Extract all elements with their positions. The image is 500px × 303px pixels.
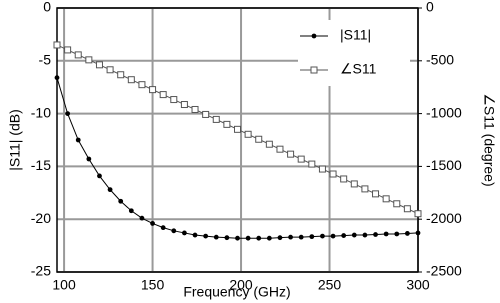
data-point xyxy=(244,130,252,138)
data-point xyxy=(224,235,230,241)
y-tick-label: -20 xyxy=(31,210,51,226)
x-tick-label: 150 xyxy=(141,277,165,293)
legend-box xyxy=(298,20,410,86)
data-point xyxy=(65,111,71,116)
data-point xyxy=(255,135,263,143)
data-point xyxy=(340,175,348,183)
data-point xyxy=(180,101,188,109)
y-tick-label: -15 xyxy=(31,157,51,173)
data-point xyxy=(329,170,337,178)
data-point xyxy=(318,165,326,173)
data-point xyxy=(150,221,155,226)
data-point xyxy=(277,235,283,241)
legend-marker xyxy=(310,66,318,74)
data-point xyxy=(191,105,199,113)
data-point xyxy=(202,110,210,118)
data-point xyxy=(95,61,103,69)
data-point xyxy=(373,232,378,237)
data-point xyxy=(234,125,241,133)
data-point xyxy=(159,91,167,99)
data-point xyxy=(149,86,157,94)
y2-tick-label: -1500 xyxy=(426,157,462,173)
data-point xyxy=(86,156,92,162)
data-point xyxy=(393,200,401,208)
data-point xyxy=(107,187,113,193)
data-point xyxy=(361,185,369,193)
data-point xyxy=(128,208,134,214)
y-tick-label: -10 xyxy=(31,104,51,120)
data-point xyxy=(138,81,146,89)
data-point xyxy=(266,235,272,241)
data-point xyxy=(288,234,293,240)
data-point xyxy=(403,205,411,213)
y-tick-label: -5 xyxy=(39,52,52,68)
y-tick-label: -25 xyxy=(31,263,51,279)
data-point xyxy=(192,232,198,238)
data-point xyxy=(308,160,316,168)
y-axis-label: |S11| (dB) xyxy=(7,109,23,170)
data-point xyxy=(415,230,421,236)
y2-tick-label: -2000 xyxy=(426,210,462,226)
data-point xyxy=(414,210,422,218)
data-point xyxy=(171,228,177,234)
data-point xyxy=(170,96,178,104)
data-point xyxy=(74,51,82,59)
data-point xyxy=(75,137,81,143)
data-point xyxy=(53,41,61,49)
data-point xyxy=(203,233,209,239)
data-point xyxy=(64,46,72,54)
data-point xyxy=(351,232,357,238)
x-tick-label: 300 xyxy=(406,277,430,293)
data-point xyxy=(320,233,325,239)
data-point xyxy=(139,215,145,221)
data-point xyxy=(245,235,251,241)
x-tick-label: 250 xyxy=(318,277,342,293)
data-point xyxy=(54,75,60,81)
data-point xyxy=(350,180,358,188)
y2-axis-label: ∠S11 (degree) xyxy=(481,93,497,186)
y2-tick-label: 0 xyxy=(426,0,434,15)
x-axis-label: Frequency (GHz) xyxy=(183,284,290,300)
data-point xyxy=(85,56,93,64)
y2-tick-label: -1000 xyxy=(426,104,462,120)
legend-marker xyxy=(311,33,317,39)
data-point xyxy=(297,155,305,163)
data-point xyxy=(235,235,240,241)
data-point xyxy=(276,145,284,153)
data-point xyxy=(212,115,220,123)
x-tick-label: 200 xyxy=(229,277,253,293)
data-point xyxy=(341,233,347,238)
data-point xyxy=(256,235,262,241)
plot-frame xyxy=(56,7,419,273)
y2-tick-label: -500 xyxy=(426,52,454,68)
data-point xyxy=(117,71,125,79)
y-tick-label: 0 xyxy=(43,0,51,15)
legend-label: |S11| xyxy=(340,27,371,43)
data-point xyxy=(404,231,410,236)
x-tick-label: 100 xyxy=(52,277,76,293)
data-point xyxy=(330,233,336,239)
data-point xyxy=(213,234,219,240)
legend-label: ∠S11 xyxy=(340,61,377,77)
data-point xyxy=(372,190,380,198)
data-point xyxy=(287,150,295,158)
data-point xyxy=(106,66,114,74)
data-point xyxy=(182,230,187,236)
data-point xyxy=(383,231,389,237)
data-point xyxy=(362,232,368,238)
data-point xyxy=(298,234,304,240)
data-point xyxy=(118,198,124,204)
data-point xyxy=(394,231,400,237)
data-point xyxy=(309,234,315,240)
data-point xyxy=(223,120,231,128)
data-point xyxy=(160,225,166,231)
data-point xyxy=(97,173,102,179)
data-point xyxy=(382,195,390,203)
data-point xyxy=(265,140,273,148)
y2-tick-label: -2500 xyxy=(426,263,462,279)
data-point xyxy=(127,76,135,84)
